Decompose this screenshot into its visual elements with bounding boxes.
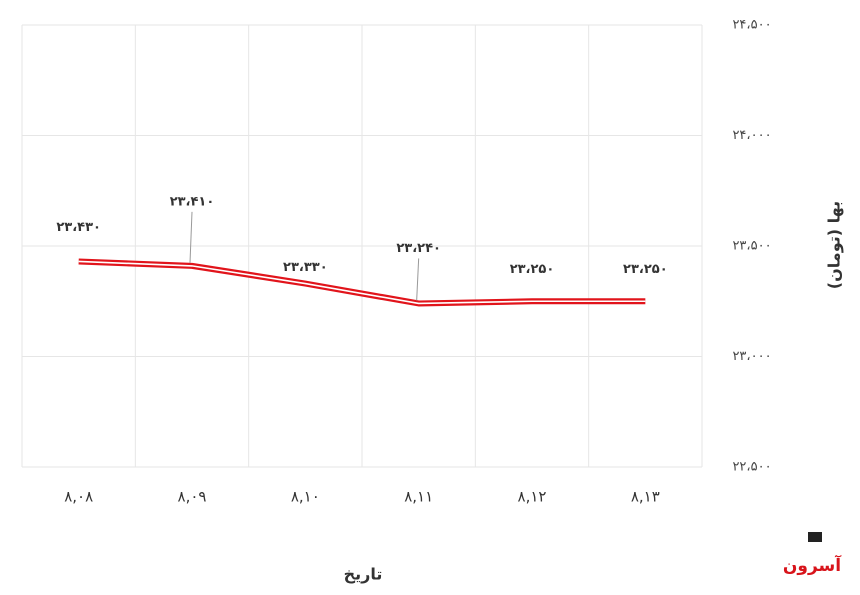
x-tick-label: ۸,۰۸ [64, 488, 93, 506]
x-axis-title: تاریخ [344, 565, 383, 584]
x-tick-label: ۸,۱۱ [404, 488, 433, 506]
x-tick-label: ۸,۰۹ [178, 488, 207, 506]
y-tick-label: ۲۲،۵۰۰ [732, 460, 771, 475]
y-tick-label: ۲۳،۰۰۰ [732, 349, 771, 364]
logo: آسرون [783, 532, 842, 576]
x-tick-label: ۸,۱۳ [631, 488, 660, 506]
x-tick-label: ۸,۱۰ [291, 488, 320, 506]
data-label: ۲۳،۲۵۰ [510, 262, 555, 277]
data-label: ۲۳،۲۵۰ [623, 262, 668, 277]
leader-line [189, 211, 193, 263]
series-line-highlight [78, 260, 646, 305]
x-tick-label: ۸,۱۲ [518, 488, 547, 506]
leader-line [416, 258, 420, 301]
data-label: ۲۳،۲۴۰ [396, 241, 441, 256]
data-label: ۲۳،۴۳۰ [56, 220, 101, 235]
data-label: ۲۳،۴۱۰ [170, 194, 215, 209]
data-label: ۲۳،۳۳۰ [283, 260, 328, 275]
logo-icon [808, 532, 822, 542]
y-tick-label: ۲۴،۰۰۰ [732, 128, 771, 143]
y-tick-label: ۲۳،۵۰۰ [732, 239, 771, 254]
y-tick-label: ۲۴،۵۰۰ [732, 18, 771, 33]
y-axis-title: بها (تومان) [825, 201, 844, 289]
logo-text: آسرون [783, 554, 842, 576]
